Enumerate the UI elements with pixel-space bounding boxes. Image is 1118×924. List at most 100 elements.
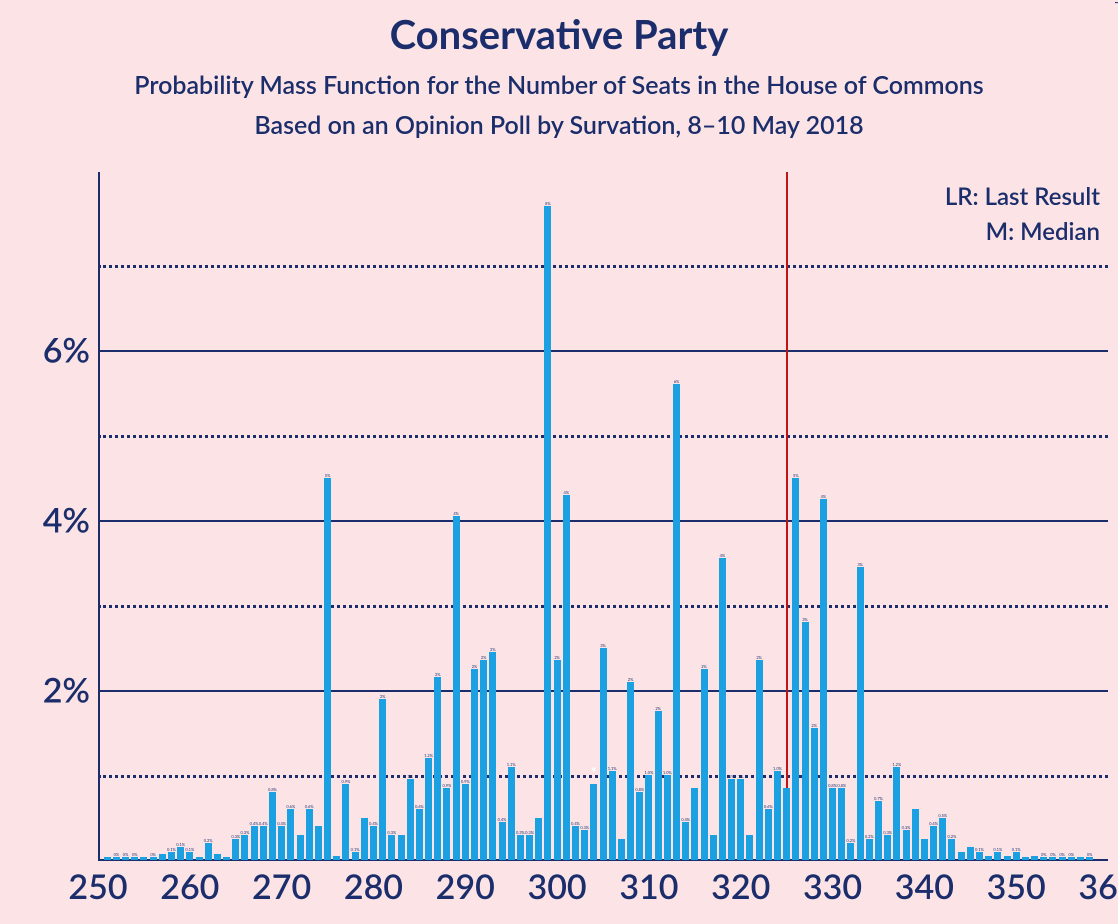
chart-page: © 2018 Filip van Laenen Conservative Par…: [0, 0, 1118, 924]
bar-label: 1.1%: [507, 762, 516, 767]
x-tick-label: 350: [987, 860, 1046, 907]
bar: 0%: [131, 857, 138, 860]
x-tick-label: 320: [711, 860, 770, 907]
bar-chart: LR: Last Result M: Median 2%4%6%25026027…: [98, 180, 1108, 860]
bar-label: 4%: [453, 511, 459, 516]
bar: [1022, 857, 1029, 860]
bar-label: 5%: [325, 473, 331, 478]
bar-label: 0.4%: [369, 821, 378, 826]
bar: 0.1%: [168, 852, 175, 861]
bar-label: 0.8%: [828, 783, 837, 788]
bar: 0.6%: [287, 809, 294, 860]
bar-label: 0.9%: [342, 779, 351, 784]
bar: 2%: [554, 660, 561, 860]
bar: [223, 857, 230, 860]
bar: [1004, 856, 1011, 860]
lr-line: [786, 172, 788, 860]
bar: 0.4%: [682, 822, 689, 860]
gridline: [98, 605, 1108, 608]
bar: 0.8%: [838, 788, 845, 860]
chart-subtitle-1: Probability Mass Function for the Number…: [0, 70, 1118, 100]
bar: 2%: [489, 652, 496, 860]
bar-label: 0.4%: [250, 821, 259, 826]
bar-label: 3%: [600, 643, 606, 648]
x-tick-label: 270: [252, 860, 311, 907]
bar: 6%: [673, 384, 680, 860]
bar-label: 0.2%: [847, 838, 856, 843]
bar: 4%: [719, 558, 726, 860]
bar-label: 2%: [490, 647, 496, 652]
bar: [691, 788, 698, 860]
bar-label: 0.2%: [865, 834, 874, 839]
bar-label: 0.1%: [975, 847, 984, 852]
bar: 5%: [792, 478, 799, 861]
bar-label: 0%: [150, 852, 156, 857]
bar-label: 0.3%: [241, 830, 250, 835]
bar-label: 3%: [802, 617, 808, 622]
bar: 0.4%: [251, 826, 258, 860]
bar: 0.4%: [930, 826, 937, 860]
bar-label: 4%: [564, 490, 570, 495]
bar: 0.1%: [976, 852, 983, 861]
bar: 0%: [1049, 857, 1056, 860]
bar-label: 0.4%: [681, 817, 690, 822]
bar: 1.0%: [664, 775, 671, 860]
bar: 0.1%: [1013, 852, 1020, 861]
bar-label: 8%: [545, 201, 551, 206]
bar: 0.2%: [847, 843, 854, 860]
bar-label: 0.5%: [938, 813, 947, 818]
bar: 0%: [122, 857, 129, 860]
bar: [297, 835, 304, 861]
bar-label: 0.1%: [167, 847, 176, 852]
bar: [958, 852, 965, 861]
bar: 0%: [1059, 857, 1066, 860]
bar: [618, 839, 625, 860]
bar: 0.8%: [636, 792, 643, 860]
bar: 0.1%: [994, 852, 1001, 861]
y-tick-label: 4%: [43, 500, 98, 541]
chart-legend: LR: Last Result M: Median: [945, 182, 1100, 252]
bar-label: 2%: [628, 677, 634, 682]
bar: 0.4%: [370, 826, 377, 860]
bar-label: 1%: [738, 774, 744, 779]
y-tick-label: 6%: [43, 330, 98, 371]
bar: 4%: [563, 495, 570, 861]
bar-label: 0.3%: [580, 825, 589, 830]
bar-label: 2%: [472, 664, 478, 669]
bar: [967, 847, 974, 860]
bar: 4%: [820, 499, 827, 860]
bar: 1.2%: [425, 758, 432, 860]
bar-label: 0.3%: [387, 830, 396, 835]
bar: 1%: [737, 779, 744, 860]
bar-label: 0.6%: [305, 804, 314, 809]
bar-label: 0.4%: [259, 821, 268, 826]
gridline: [98, 265, 1108, 268]
gridline: [98, 350, 1108, 352]
bar: 1.0%: [774, 771, 781, 860]
bar: 0%: [1040, 857, 1047, 860]
x-tick-label: 360: [1078, 860, 1118, 907]
bar: 0.2%: [948, 839, 955, 860]
bar: 3%: [857, 567, 864, 860]
bar-label: 0.6%: [286, 804, 295, 809]
bar: 0.3%: [526, 835, 533, 861]
bar-label: 0.6%: [764, 804, 773, 809]
bar-label: 2%: [554, 655, 560, 660]
bar: 2%: [701, 669, 708, 860]
bar-label: 0.3%: [516, 830, 525, 835]
bar-label: 0%: [1041, 852, 1047, 857]
bar-label: 0%: [1059, 852, 1065, 857]
bar: [1031, 856, 1038, 860]
bar: 0.6%: [765, 809, 772, 860]
bar-label: 2%: [701, 664, 707, 669]
bar: [398, 835, 405, 861]
bar: 0.4%: [572, 826, 579, 860]
bar: [1077, 857, 1084, 860]
bar: [214, 854, 221, 860]
bar: 1%: [407, 779, 414, 860]
bar-label: 2%: [481, 655, 487, 660]
bar-label: 0%: [123, 852, 129, 857]
bar-label: 0.3%: [902, 825, 911, 830]
x-tick-label: 250: [68, 860, 127, 907]
median-marker: ᵛ: [592, 766, 597, 782]
